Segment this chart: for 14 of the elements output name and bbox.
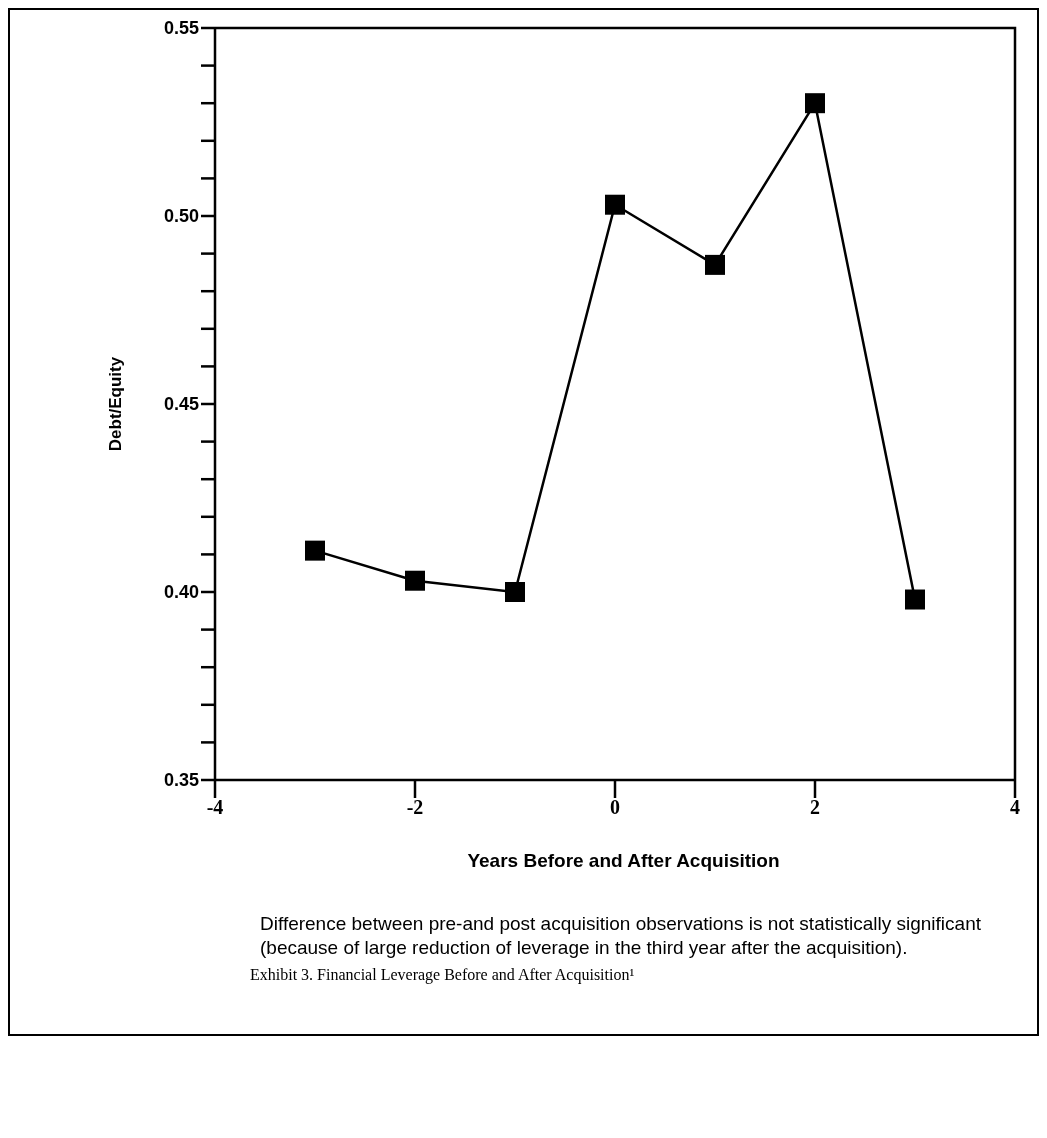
x-tick-label: -4 xyxy=(206,796,224,819)
x-axis-title: Years Before and After Acquisition xyxy=(466,850,781,872)
y-tick-label: 0.40 xyxy=(163,582,199,603)
y-tick-label: 0.55 xyxy=(163,18,199,39)
y-tick-label: 0.45 xyxy=(163,394,199,415)
text: Difference between pre-and post acquisition observations is not statistically significant (because of large reduction of leverage in the third year after the acquisition). xyxy=(260,912,982,960)
y-tick-label: 0.50 xyxy=(163,206,199,227)
x-tick-label: 4 xyxy=(1010,796,1020,819)
y-axis-title: Debt/Equity xyxy=(106,356,126,452)
text: Exhibit 3. Financial Leverage Before and After Acquisition¹ xyxy=(250,965,636,984)
x-tick-label: 2 xyxy=(810,796,820,819)
x-tick-label: 0 xyxy=(610,796,620,819)
y-tick-label: 0.35 xyxy=(163,770,199,791)
x-tick-label: -2 xyxy=(406,796,424,819)
